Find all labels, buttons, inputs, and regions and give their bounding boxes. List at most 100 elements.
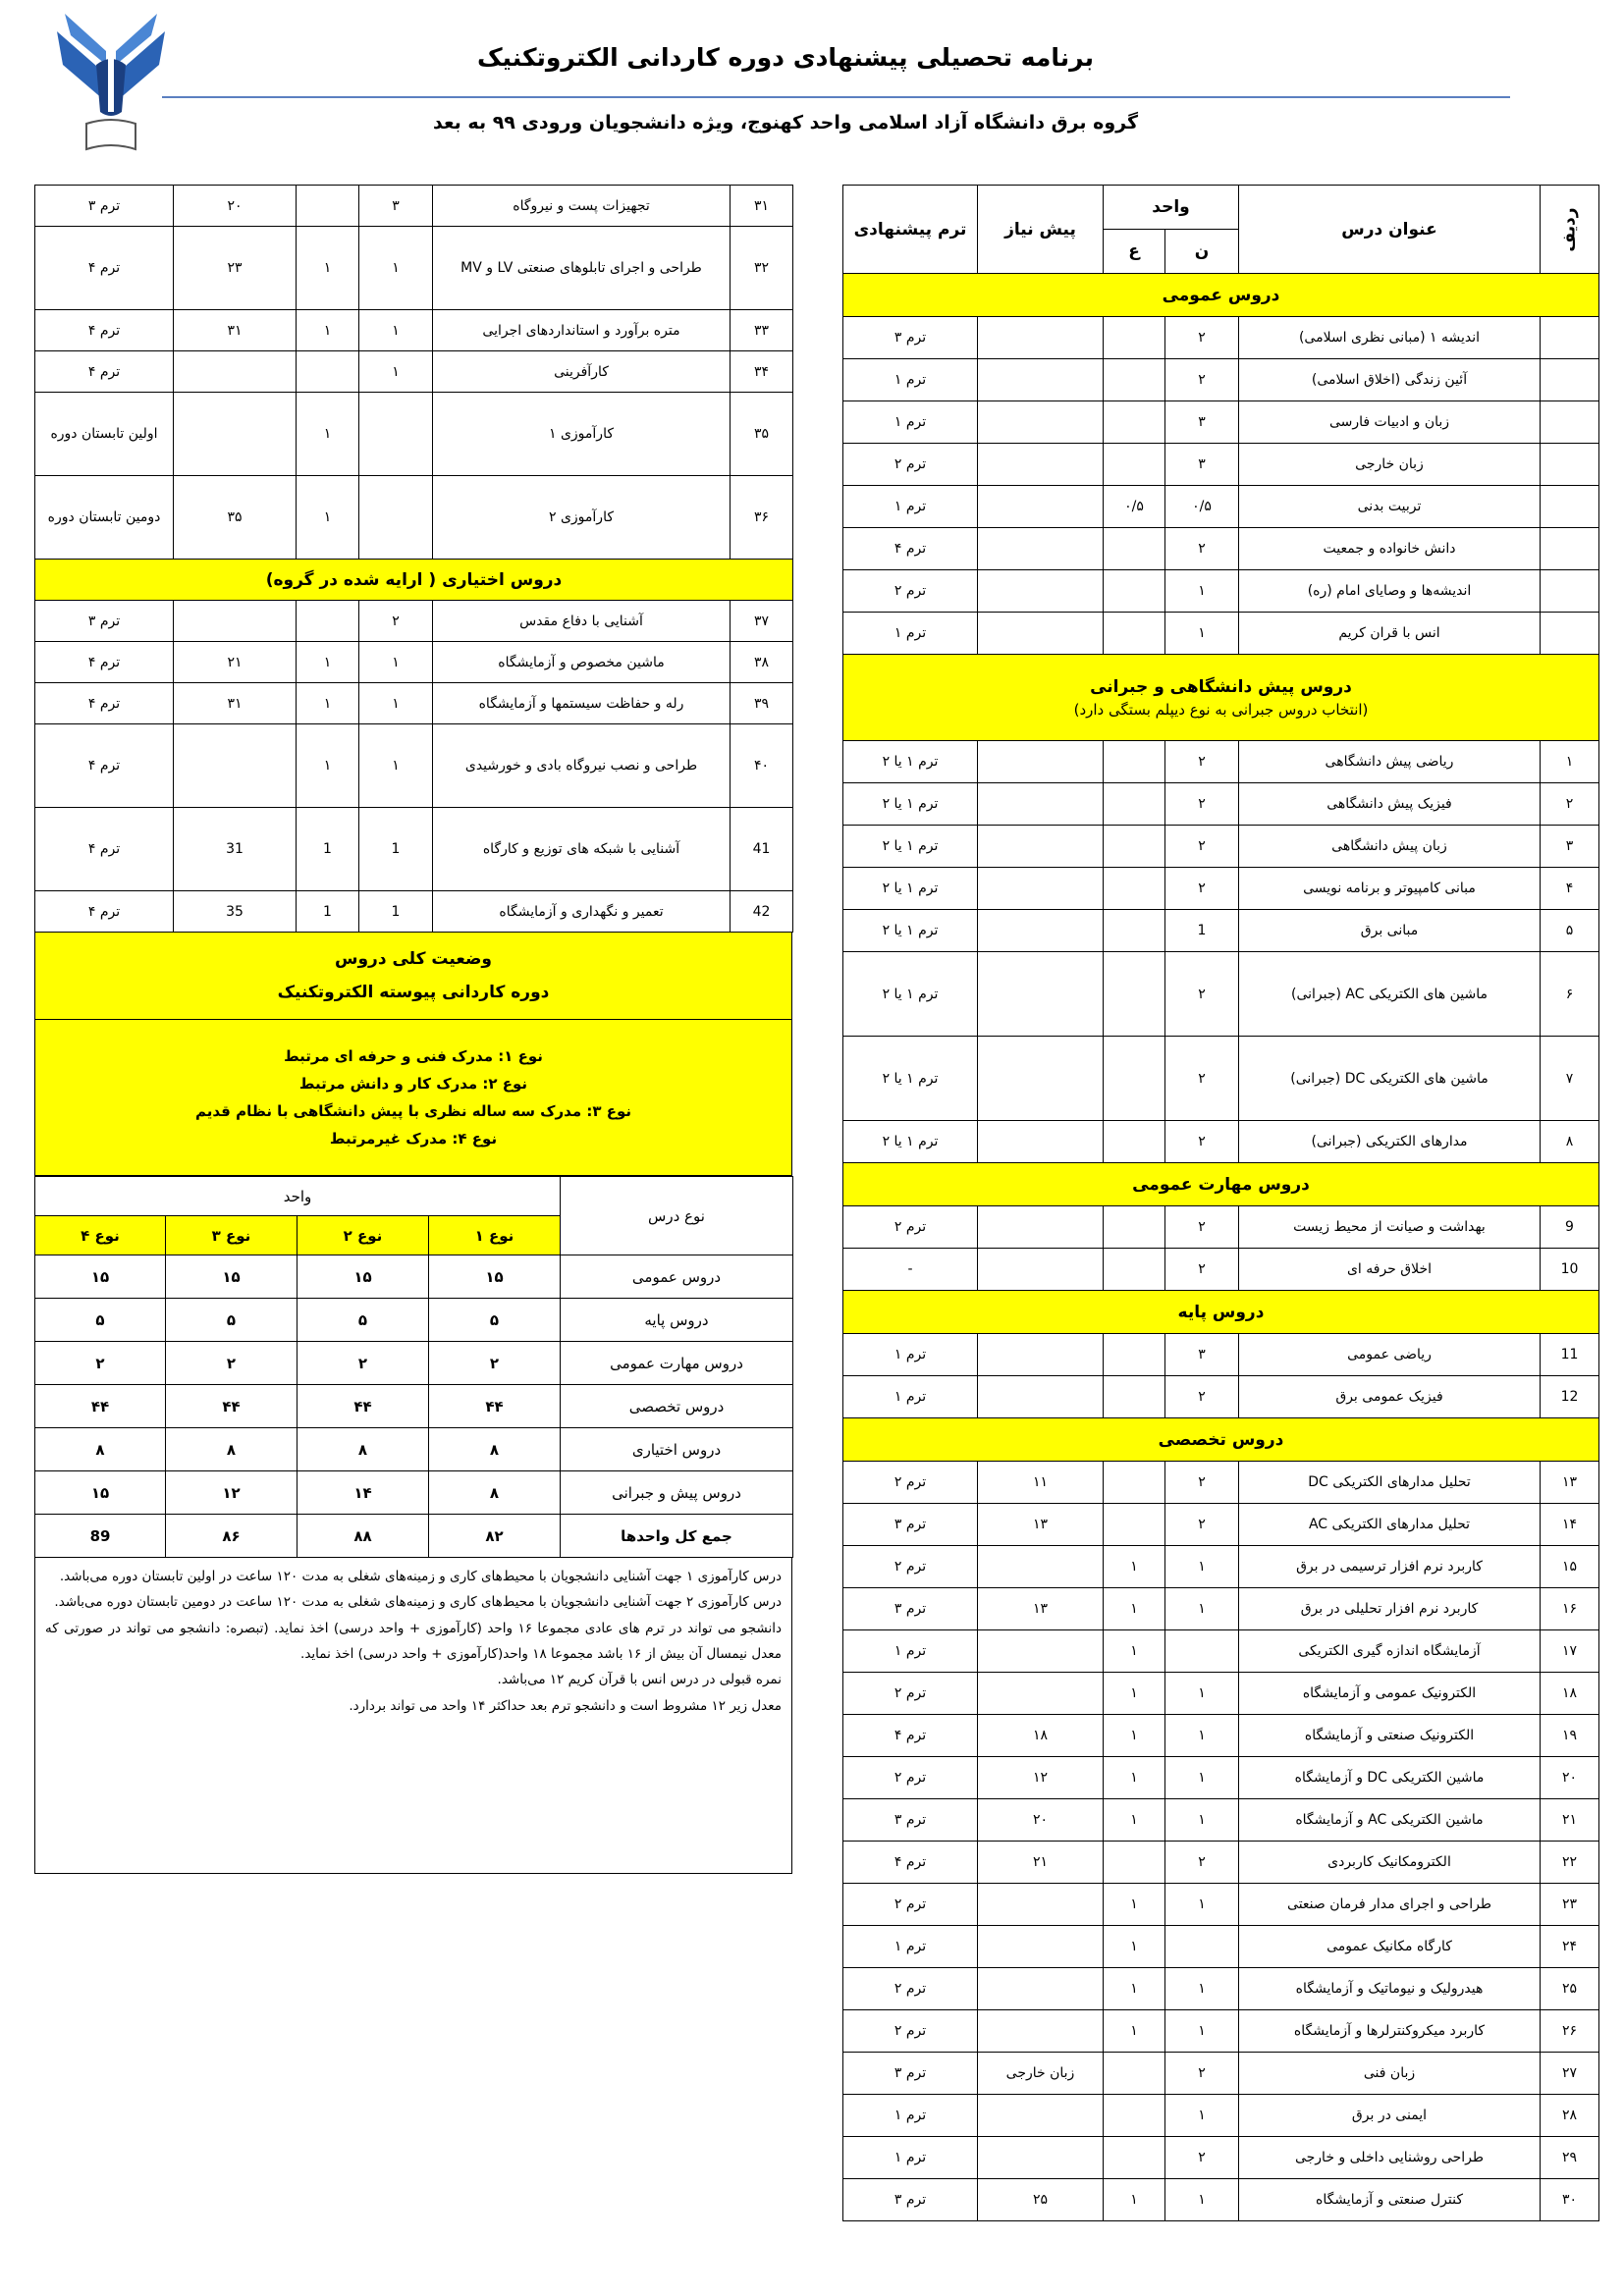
course-type: دروس تخصصی bbox=[560, 1384, 793, 1428]
practical-units: ۱ bbox=[1103, 1756, 1165, 1799]
section-cell: دروس پایه bbox=[842, 1290, 1599, 1334]
course-type: دروس پایه bbox=[560, 1298, 793, 1342]
unit-count: ۱۵ bbox=[297, 1255, 429, 1299]
term: ترم ۳ bbox=[842, 1503, 978, 1546]
theory-units bbox=[358, 392, 433, 476]
prerequisite: ۲۰ bbox=[173, 185, 297, 227]
prerequisite bbox=[977, 485, 1104, 528]
row-number: ۱۳ bbox=[1540, 1461, 1599, 1504]
course-title: اندیشه ۱ (مبانی نظری اسلامی) bbox=[1238, 316, 1541, 359]
section-cell: دروس پیش دانشگاهی و جبرانی (انتخاب دروس ج… bbox=[842, 654, 1599, 741]
practical-header: ع bbox=[1103, 229, 1165, 274]
practical-units: ۱ bbox=[296, 682, 359, 724]
term: ترم ۱ یا ۲ bbox=[842, 909, 978, 952]
theory-units: ۲ bbox=[1164, 1036, 1239, 1121]
course-type: دروس پیش و جبرانی bbox=[560, 1470, 793, 1515]
unit-count: ۸ bbox=[165, 1427, 298, 1471]
course-title: زبان فنی bbox=[1238, 2052, 1541, 2095]
summary-row: دروس تخصصی ۴۴ ۴۴ ۴۴ ۴۴ bbox=[34, 1384, 793, 1428]
theory-units: ۲ bbox=[1164, 867, 1239, 910]
course-row: ۳۳ متره برآورد و استانداردهای اجرایی ۱ ۱ ۳۱ ت… bbox=[34, 309, 793, 351]
course-row: ۴۰ طراحی و نصب نیروگاه بادی و خورشیدی ۱ ۱ تر… bbox=[34, 723, 793, 808]
course-table-right: ردیف عنوان درس واحد پیش نیاز ترم پیشنهادی ن ع د… bbox=[842, 185, 1599, 2221]
course-title: کاربرد نرم افزار تحلیلی در برق bbox=[1238, 1587, 1541, 1630]
course-title: زبان و ادبیات فارسی bbox=[1238, 400, 1541, 444]
course-title: آشنایی با شبکه های توزیع و کارگاه bbox=[432, 807, 731, 891]
prerequisite: زبان خارجی bbox=[977, 2052, 1104, 2095]
term: ترم ۳ bbox=[842, 1587, 978, 1630]
notes: درس کارآموزی ۱ جهت آشنایی دانشجویان با م… bbox=[34, 1558, 792, 1874]
logo bbox=[57, 14, 165, 151]
prerequisite bbox=[977, 2009, 1104, 2053]
row-number bbox=[1540, 485, 1599, 528]
term: ترم ۴ bbox=[34, 807, 174, 891]
row-number: ۱۶ bbox=[1540, 1587, 1599, 1630]
unit-count: ۸ bbox=[428, 1427, 561, 1471]
prerequisite bbox=[977, 867, 1104, 910]
prerequisite bbox=[977, 1629, 1104, 1673]
practical-units bbox=[1103, 1120, 1165, 1163]
course-row: 10 اخلاق حرفه ای ۲ - bbox=[842, 1248, 1599, 1291]
practical-units bbox=[1103, 951, 1165, 1037]
course-title: ماشین های الکتریکی AC (جبرانی) bbox=[1238, 951, 1541, 1037]
practical-units: ۱ bbox=[1103, 1925, 1165, 1968]
prerequisite bbox=[977, 909, 1104, 952]
prerequisite bbox=[977, 1120, 1104, 1163]
course-type: دروس عمومی bbox=[560, 1255, 793, 1299]
course-title: انس با قران کریم bbox=[1238, 612, 1541, 655]
prerequisite bbox=[977, 1205, 1104, 1249]
course-title: کاربرد نرم افزار ترسیمی در برق bbox=[1238, 1545, 1541, 1588]
course-title: طراحی و اجرای تابلوهای صنعتی LV و MV bbox=[432, 226, 731, 310]
type-definition: نوع ۳: مدرک سه ساله نظری با پیش دانشگاهی… bbox=[194, 1102, 632, 1120]
prerequisite bbox=[977, 740, 1104, 783]
course-title: کارآموزی ۲ bbox=[432, 475, 731, 560]
course-table-left: ۳۱ تجهیزات پست و نیروگاه ۳ ۲۰ ترم ۳ ۳۲ طراحی و… bbox=[34, 185, 793, 1874]
term: ترم ۱ یا ۲ bbox=[842, 951, 978, 1037]
practical-units bbox=[1103, 1205, 1165, 1249]
prerequisite bbox=[977, 1925, 1104, 1968]
unit-count: ۴۴ bbox=[297, 1384, 429, 1428]
row-number: ۳۰ bbox=[1540, 2178, 1599, 2221]
theory-units: 1 bbox=[1164, 909, 1239, 952]
prerequisite: ۳۵ bbox=[173, 475, 297, 560]
row-number: ۳۶ bbox=[730, 475, 793, 560]
theory-units: ۱ bbox=[1164, 1798, 1239, 1842]
practical-units: ۱ bbox=[296, 392, 359, 476]
course-row: اندیشه‌ها و وصایای امام (ره) ۱ ترم ۲ bbox=[842, 569, 1599, 613]
logo-wing bbox=[57, 31, 104, 100]
practical-units bbox=[1103, 358, 1165, 401]
row-number: ۲۲ bbox=[1540, 1841, 1599, 1884]
theory-units: ۱ bbox=[358, 226, 433, 310]
course-row: ۳۶ کارآموزی ۲ ۱ ۳۵ دومین تابستان دوره bbox=[34, 475, 793, 560]
theory-units: ۱ bbox=[1164, 1883, 1239, 1926]
logo-base bbox=[85, 119, 136, 151]
term: ترم ۱ bbox=[842, 2136, 978, 2179]
prerequisite: ۲۱ bbox=[977, 1841, 1104, 1884]
prerequisite bbox=[977, 569, 1104, 613]
unit-count: ۱۵ bbox=[34, 1470, 166, 1515]
unit-count: ۵ bbox=[297, 1298, 429, 1342]
section-title: دروس پایه bbox=[1177, 1302, 1265, 1322]
summary-row: دروس پیش و جبرانی ۸ ۱۴ ۱۲ ۱۵ bbox=[34, 1470, 793, 1515]
unit-count: ۲ bbox=[297, 1341, 429, 1385]
note: دانشجو می تواند در ترم های عادی مجموعا ۱… bbox=[45, 1620, 782, 1662]
theory-units: ۳ bbox=[1164, 443, 1239, 486]
prerequisite: ۲۱ bbox=[173, 641, 297, 683]
course-row: ۱۵ کاربرد نرم افزار ترسیمی در برق ۱ ۱ ترم ۲ bbox=[842, 1545, 1599, 1588]
course-row: ۱ ریاضی پیش دانشگاهی ۲ ترم ۱ یا ۲ bbox=[842, 740, 1599, 783]
theory-units: ۱ bbox=[358, 309, 433, 351]
row-number: ۳ bbox=[1540, 825, 1599, 868]
prerequisite bbox=[977, 358, 1104, 401]
course-row: ۲۴ کارگاه مکانیک عمومی ۱ ترم ۱ bbox=[842, 1925, 1599, 1968]
term: ترم ۲ bbox=[842, 443, 978, 486]
course-title: الکترونیک عمومی و آزمایشگاه bbox=[1238, 1672, 1541, 1715]
status-title: دوره کاردانی پیوسته الکتروتکنیک bbox=[277, 983, 550, 1002]
practical-units: ۱ bbox=[296, 309, 359, 351]
section-title: دروس مهارت عمومی bbox=[1132, 1174, 1310, 1195]
prerequisite bbox=[977, 1248, 1104, 1291]
theory-units: ۲ bbox=[1164, 1375, 1239, 1418]
course-row: ۳۴ کارآفرینی ۱ ترم ۴ bbox=[34, 350, 793, 393]
term: ترم ۱ bbox=[842, 612, 978, 655]
theory-units: ۲ bbox=[1164, 825, 1239, 868]
